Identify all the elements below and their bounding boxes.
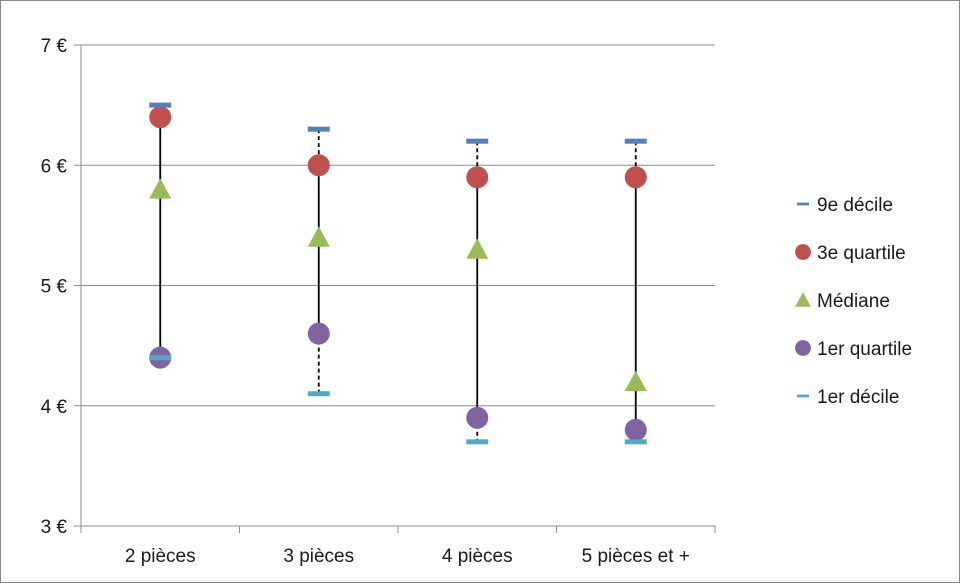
point-1er-decile <box>466 439 489 445</box>
point-9e-decile <box>307 126 330 132</box>
point-1er-decile <box>149 355 172 361</box>
y-tick-label: 7 € <box>41 36 68 57</box>
point-3e-quartile <box>466 166 489 189</box>
legend: 9e décile 3e quartile Médiane 1er quartile 1… <box>795 195 912 408</box>
point-mediane <box>307 226 330 247</box>
point-1er-decile <box>307 391 330 397</box>
legend-swatch-mediane <box>795 292 811 307</box>
point-9e-decile <box>624 138 647 144</box>
point-9e-decile <box>466 138 489 144</box>
point-1er-quartile <box>466 406 489 429</box>
legend-item-9e-decile: 9e décile <box>796 195 893 216</box>
legend-swatch-1er-quartile <box>795 340 811 356</box>
point-3e-quartile <box>149 106 172 129</box>
gridlines <box>81 44 715 407</box>
axes: 3 € 4 € 5 € 6 € 7 € 2 pièces 3 pièces 4 pièces 5… <box>41 36 716 567</box>
x-tick-label: 4 pièces <box>442 546 513 567</box>
point-mediane <box>624 370 647 392</box>
y-tick-label: 3 € <box>41 517 68 538</box>
point-3e-quartile <box>624 166 647 189</box>
legend-item-mediane: Médiane <box>795 291 890 312</box>
legend-item-1er-quartile: 1er quartile <box>795 339 912 360</box>
legend-label: 9e décile <box>817 195 893 216</box>
legend-swatch-3e-quartile <box>795 244 811 260</box>
legend-label: Médiane <box>817 291 890 312</box>
y-tick-label: 6 € <box>41 156 68 177</box>
y-tick-label: 4 € <box>41 397 68 418</box>
y-tick-label: 5 € <box>41 277 68 298</box>
point-9e-decile <box>149 102 172 108</box>
legend-label: 3e quartile <box>817 243 906 264</box>
legend-swatch-1er-decile <box>796 394 810 398</box>
x-tick-label: 5 pièces et + <box>582 546 690 567</box>
legend-item-3e-quartile: 3e quartile <box>795 243 906 264</box>
x-tick-label: 3 pièces <box>283 546 354 567</box>
point-1er-quartile <box>307 322 330 345</box>
point-mediane <box>149 178 172 199</box>
point-1er-decile <box>624 439 647 445</box>
point-3e-quartile <box>307 154 330 177</box>
legend-label: 1er quartile <box>817 339 912 360</box>
legend-swatch-9e-decile <box>796 202 810 206</box>
x-tick-label: 2 pièces <box>125 546 196 567</box>
range-lines <box>159 105 637 442</box>
point-1er-quartile <box>624 418 647 441</box>
point-mediane <box>466 238 489 259</box>
data-markers <box>149 102 647 445</box>
legend-item-1er-decile: 1er décile <box>796 387 899 408</box>
legend-label: 1er décile <box>817 387 899 408</box>
